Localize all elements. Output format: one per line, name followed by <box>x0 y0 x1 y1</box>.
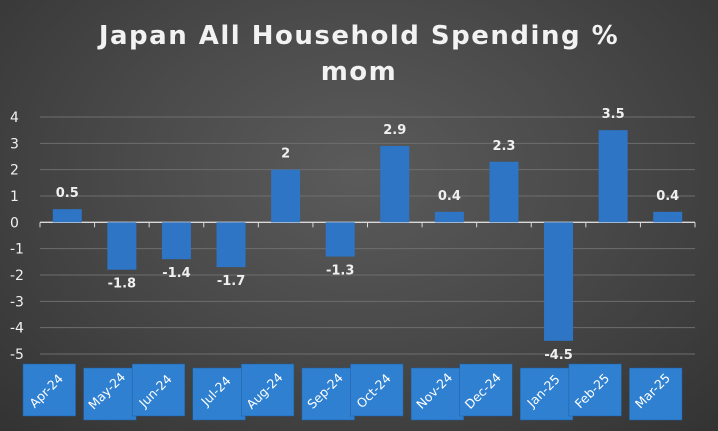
bar-apr-24 <box>52 209 82 223</box>
data-label-aug-24: 2 <box>281 147 290 162</box>
bar-nov-24 <box>434 211 464 223</box>
bar-feb-25 <box>598 130 628 223</box>
data-labels: 0.5 -1.8 -1.4 -1.7 2 -1.3 2.9 0.4 2.3 -4.5 3.5 0.4 <box>56 107 679 363</box>
data-label-dec-24: 2.3 <box>492 139 515 154</box>
y-tick-label: 1 <box>10 189 19 205</box>
data-label-jul-24: -1.7 <box>217 274 245 289</box>
category-box <box>131 363 186 417</box>
category-box <box>459 363 513 417</box>
data-label-apr-24: 0.5 <box>56 186 79 201</box>
data-label-mar-25: 0.4 <box>656 189 679 204</box>
bar-oct-24 <box>380 145 410 223</box>
category-box <box>410 367 464 421</box>
y-tick-label: -5 <box>10 347 24 363</box>
data-label-sep-24: -1.3 <box>326 264 354 279</box>
x-axis: Apr-24 May-24 Jun-24 Jul-24 Aug-24 Sep-24 Oct-… <box>22 363 683 421</box>
y-tick-label: 4 <box>10 110 19 126</box>
category-box <box>301 367 355 421</box>
y-tick-label: -4 <box>10 321 24 337</box>
category-box <box>629 367 683 421</box>
category-box <box>350 363 404 417</box>
category-box <box>520 367 574 421</box>
chart-title: Japan All Household Spending % mom <box>0 18 718 90</box>
y-tick-label: -3 <box>10 294 24 310</box>
data-label-may-24: -1.8 <box>108 277 136 292</box>
data-label-jan-25: -4.5 <box>544 348 572 363</box>
chart-title-line-1: Japan All Household Spending % <box>98 21 620 51</box>
y-tick-label: 0 <box>10 215 19 231</box>
category-box <box>568 363 622 417</box>
y-tick-label: -2 <box>10 268 24 284</box>
category-box <box>22 363 76 417</box>
x-axis-ticks <box>39 222 696 228</box>
bar-jan-25 <box>544 222 574 341</box>
y-tick-label: 3 <box>10 136 19 152</box>
chart-title-line-2: mom <box>320 57 398 87</box>
bar-sep-24 <box>325 222 355 257</box>
bars <box>52 130 683 341</box>
category-box <box>192 367 246 421</box>
data-label-oct-24: 2.9 <box>383 123 406 138</box>
data-label-nov-24: 0.4 <box>438 189 461 204</box>
bar-may-24 <box>107 222 137 270</box>
data-label-feb-25: 3.5 <box>602 107 625 122</box>
y-tick-label: 2 <box>10 163 19 179</box>
data-label-jun-24: -1.4 <box>162 266 190 281</box>
bar-aug-24 <box>271 169 301 223</box>
bar-jun-24 <box>161 222 191 260</box>
category-box <box>241 363 295 417</box>
y-axis: 4 3 2 1 0 -1 -2 -3 -4 -5 <box>10 110 24 363</box>
category-box <box>83 367 137 421</box>
bar-mar-25 <box>653 211 683 223</box>
y-tick-label: -1 <box>10 242 24 258</box>
bar-dec-24 <box>489 161 519 223</box>
gridlines <box>40 116 695 355</box>
bar-jul-24 <box>216 222 246 268</box>
